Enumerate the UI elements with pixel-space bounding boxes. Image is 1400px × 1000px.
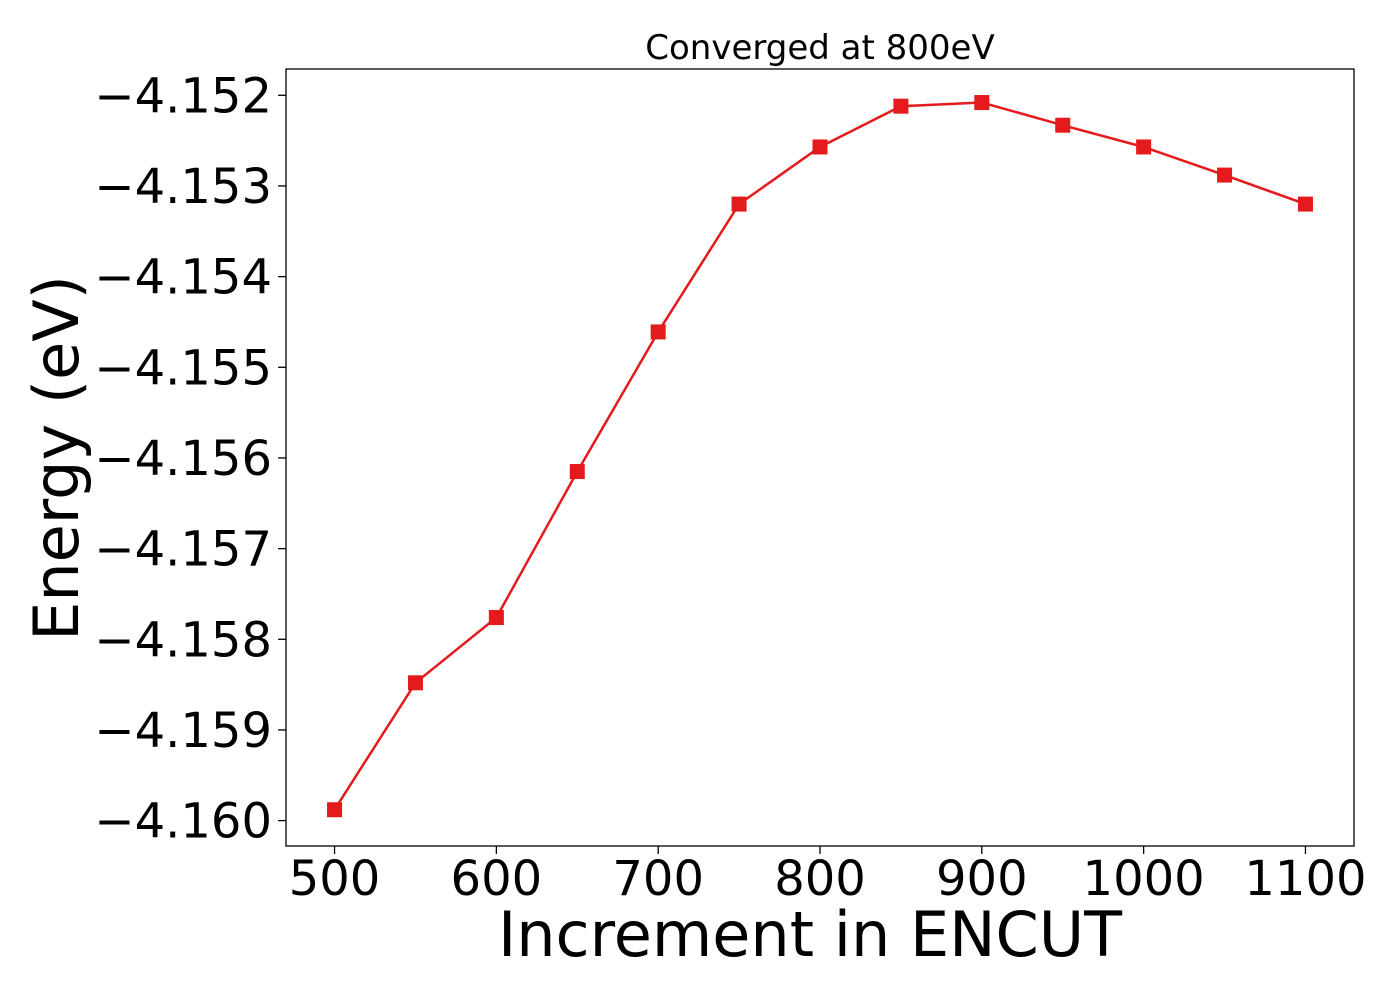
x-tick-label: 1100 — [1244, 851, 1366, 907]
data-point — [327, 802, 343, 818]
data-point — [1055, 117, 1071, 133]
y-tick-label: −4.155 — [94, 340, 272, 396]
data-point — [488, 610, 504, 626]
data-point — [1217, 167, 1233, 183]
y-tick-label: −4.156 — [94, 431, 272, 487]
y-axis-ticks: −4.152 −4.153 −4.154 −4.155 −4.156 −4.157 −4.1… — [94, 68, 286, 850]
y-tick-label: −4.153 — [94, 159, 272, 215]
chart-title: Converged at 800eV — [645, 28, 994, 68]
y-tick-label: −4.159 — [94, 703, 272, 759]
data-point — [893, 98, 909, 114]
y-tick-label: −4.154 — [94, 250, 272, 306]
x-axis-ticks: 500 600 700 800 900 1000 1100 — [289, 846, 1367, 907]
x-tick-label: 800 — [774, 851, 866, 907]
y-tick-label: −4.157 — [94, 522, 272, 578]
x-tick-label: 500 — [289, 851, 381, 907]
data-point — [569, 464, 585, 480]
data-point — [731, 196, 747, 212]
x-axis-label: Increment in ENCUT — [498, 898, 1123, 971]
data-point — [812, 139, 828, 155]
y-tick-label: −4.160 — [94, 794, 272, 850]
data-point — [1297, 196, 1313, 212]
data-point — [650, 324, 666, 340]
y-axis-label: Energy (eV) — [20, 275, 93, 641]
y-tick-label: −4.152 — [94, 68, 272, 124]
series-layer — [327, 95, 1313, 818]
plot-frame — [285, 68, 1355, 847]
data-point — [1136, 139, 1152, 155]
plot-background — [286, 69, 1354, 846]
y-tick-label: −4.158 — [94, 612, 272, 668]
data-point — [974, 95, 990, 111]
x-tick-label: 1000 — [1083, 851, 1205, 907]
x-tick-label: 900 — [936, 851, 1028, 907]
x-tick-label: 700 — [612, 851, 704, 907]
x-tick-label: 600 — [451, 851, 543, 907]
data-point — [407, 675, 423, 691]
